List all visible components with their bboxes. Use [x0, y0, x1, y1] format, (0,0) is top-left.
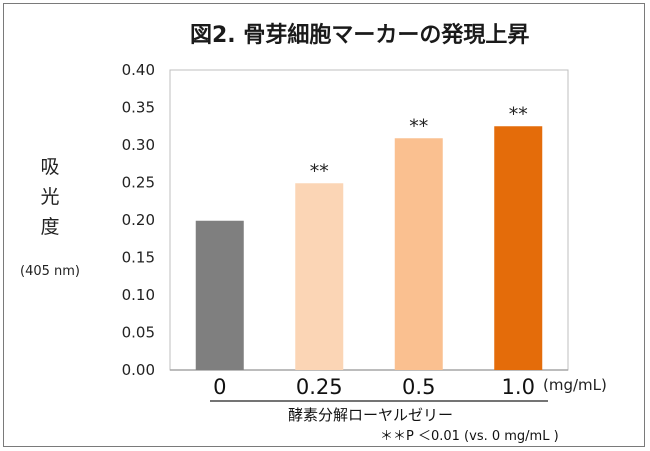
y-tick-label: 0.40: [122, 61, 155, 79]
bar: [394, 138, 443, 370]
y-tick-label: 0.15: [122, 249, 155, 267]
y-axis-label-char: 光: [40, 186, 59, 208]
y-axis-label-char: 吸: [40, 156, 59, 178]
x-axis-unit: (mg/mL): [543, 376, 607, 394]
significance-marker: **: [509, 103, 528, 125]
y-tick-label: 0.20: [122, 211, 155, 229]
significance-markers: ** ** **: [310, 103, 528, 182]
x-category-label: 0.25: [296, 375, 343, 399]
y-tick-label: 0.05: [122, 324, 155, 342]
x-category-label: 1.0: [502, 375, 535, 399]
y-tick-label: 0.00: [122, 361, 155, 379]
x-axis-categories: 0 0.25 0.5 1.0: [213, 375, 535, 399]
bar: [295, 183, 344, 370]
y-axis-label-char: 度: [40, 216, 59, 238]
x-category-label: 0: [213, 375, 226, 399]
x-axis-label: 酵素分解ローヤルゼリー: [288, 406, 453, 424]
significance-marker: **: [409, 115, 428, 137]
significance-marker: **: [310, 160, 329, 182]
bars: [195, 126, 543, 370]
y-tick-label: 0.35: [122, 99, 155, 117]
y-axis-ticks: 0.00 0.05 0.10 0.15 0.20 0.25 0.30 0.35 0.40: [122, 61, 155, 379]
bar: [494, 126, 543, 370]
y-axis-label-unit: (405 nm): [20, 264, 80, 279]
x-category-label: 0.5: [402, 375, 435, 399]
y-tick-label: 0.10: [122, 286, 155, 304]
y-tick-label: 0.30: [122, 136, 155, 154]
chart-title: 図2. 骨芽細胞マーカーの発現上昇: [190, 22, 529, 48]
footnote: ＊＊P ＜0.01 (vs. 0 mg/mL ): [380, 429, 559, 444]
y-tick-label: 0.25: [122, 174, 155, 192]
y-axis-label: 吸光度: [40, 156, 59, 238]
bar: [195, 220, 244, 370]
